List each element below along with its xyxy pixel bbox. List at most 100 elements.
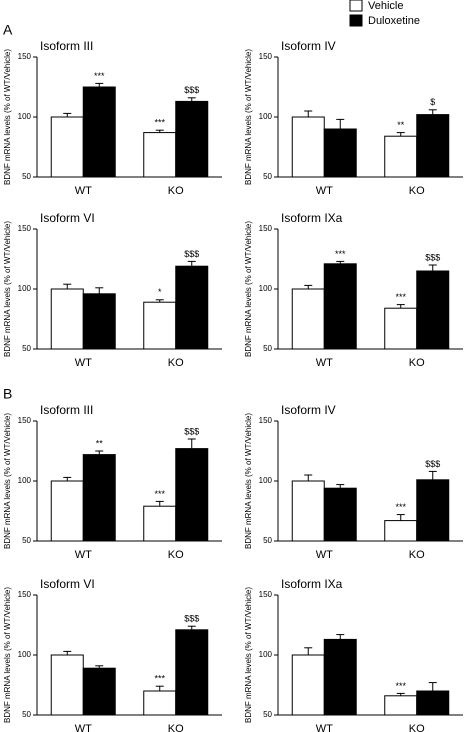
y-tick-label: 100 [18, 284, 32, 293]
chart-title: Isoform III [40, 403, 93, 417]
bar [50, 654, 84, 716]
significance-label: *** [335, 249, 346, 259]
y-tick-label: 150 [259, 590, 273, 599]
significance-label: *** [94, 71, 105, 81]
significance-label: * [158, 287, 162, 297]
y-tick-label: 100 [259, 650, 273, 659]
significance-label: *** [395, 502, 406, 512]
bar [416, 270, 450, 350]
bar [291, 116, 325, 178]
y-axis-label: BDNF mRNA levels (% of WT/Vehicle) [244, 49, 253, 185]
y-tick-label: 50 [263, 172, 272, 181]
legend-swatch [349, 14, 363, 27]
y-tick-label: 100 [259, 476, 273, 485]
bar [175, 100, 209, 178]
x-tick-label: KO [409, 723, 425, 732]
bar [82, 293, 116, 350]
y-tick-label: 150 [18, 224, 32, 233]
bar [416, 114, 450, 178]
y-tick-label: 100 [18, 650, 32, 659]
significance-label: $$$ [425, 459, 440, 469]
y-tick-label: 150 [18, 590, 32, 599]
significance-label: $$$ [184, 426, 199, 436]
y-tick-label: 100 [259, 284, 273, 293]
significance-label: *** [154, 118, 165, 128]
bar [384, 695, 418, 716]
y-tick-label: 150 [259, 224, 273, 233]
bar [143, 301, 177, 350]
y-tick-label: 100 [259, 112, 273, 121]
x-tick-label: WT [316, 723, 333, 732]
x-tick-label: WT [316, 549, 333, 561]
y-axis-label: BDNF mRNA levels (% of WT/Vehicle) [3, 587, 12, 723]
panel-label: A [3, 22, 13, 38]
significance-label: *** [154, 489, 165, 499]
chart-title: Isoform VI [40, 577, 95, 591]
bar [323, 487, 357, 542]
significance-label: *** [395, 292, 406, 302]
y-tick-label: 50 [263, 536, 272, 545]
y-tick-label: 50 [22, 710, 31, 719]
significance-label: $$$ [425, 252, 440, 262]
bar [50, 480, 84, 542]
bar [384, 135, 418, 178]
bar [323, 263, 357, 350]
bar [82, 454, 116, 542]
y-axis-label: BDNF mRNA levels (% of WT/Vehicle) [3, 221, 12, 357]
bar [143, 690, 177, 716]
bar [50, 288, 84, 350]
bar [291, 288, 325, 350]
chart-title: Isoform IV [281, 403, 336, 417]
x-tick-label: KO [168, 723, 184, 732]
bar [291, 654, 325, 716]
y-tick-label: 150 [18, 52, 32, 61]
bar [416, 690, 450, 716]
significance-label: *** [154, 674, 165, 684]
chart-title: Isoform IXa [281, 577, 343, 591]
chart-title: Isoform IV [281, 39, 336, 53]
y-axis-label: BDNF mRNA levels (% of WT/Vehicle) [244, 221, 253, 357]
y-tick-label: 50 [263, 710, 272, 719]
x-tick-label: WT [75, 185, 92, 197]
bar [291, 480, 325, 542]
y-axis-label: BDNF mRNA levels (% of WT/Vehicle) [244, 413, 253, 549]
y-axis-label: BDNF mRNA levels (% of WT/Vehicle) [3, 413, 12, 549]
bar [384, 520, 418, 542]
chart-title: Isoform VI [40, 211, 95, 225]
x-tick-label: WT [75, 549, 92, 561]
significance-label: ** [96, 438, 104, 448]
y-tick-label: 150 [18, 416, 32, 425]
chart-title: Isoform IXa [281, 211, 343, 225]
x-tick-label: WT [316, 357, 333, 369]
x-tick-label: WT [316, 185, 333, 197]
y-axis-label: BDNF mRNA levels (% of WT/Vehicle) [3, 49, 12, 185]
significance-label: $$$ [184, 249, 199, 259]
y-tick-label: 100 [18, 476, 32, 485]
bar [175, 629, 209, 716]
significance-label: ** [397, 120, 405, 130]
bar [175, 448, 209, 542]
y-tick-label: 150 [259, 52, 273, 61]
y-axis-label: BDNF mRNA levels (% of WT/Vehicle) [244, 587, 253, 723]
x-tick-label: KO [409, 357, 425, 369]
y-tick-label: 50 [22, 344, 31, 353]
y-tick-label: 100 [18, 112, 32, 121]
bar [384, 307, 418, 350]
significance-label: $$$ [184, 614, 199, 624]
bar [143, 132, 177, 178]
y-tick-label: 50 [22, 172, 31, 181]
legend-label: Vehicle [368, 0, 403, 12]
bar [82, 667, 116, 716]
significance-label: $$$ [184, 85, 199, 95]
significance-label: $ [430, 97, 435, 107]
significance-label: *** [395, 681, 406, 691]
y-tick-label: 150 [259, 416, 273, 425]
x-tick-label: KO [168, 357, 184, 369]
x-tick-label: WT [75, 723, 92, 732]
x-tick-label: KO [168, 185, 184, 197]
legend-swatch [349, 0, 363, 12]
y-tick-label: 50 [263, 344, 272, 353]
y-tick-label: 50 [22, 536, 31, 545]
bar [323, 638, 357, 716]
